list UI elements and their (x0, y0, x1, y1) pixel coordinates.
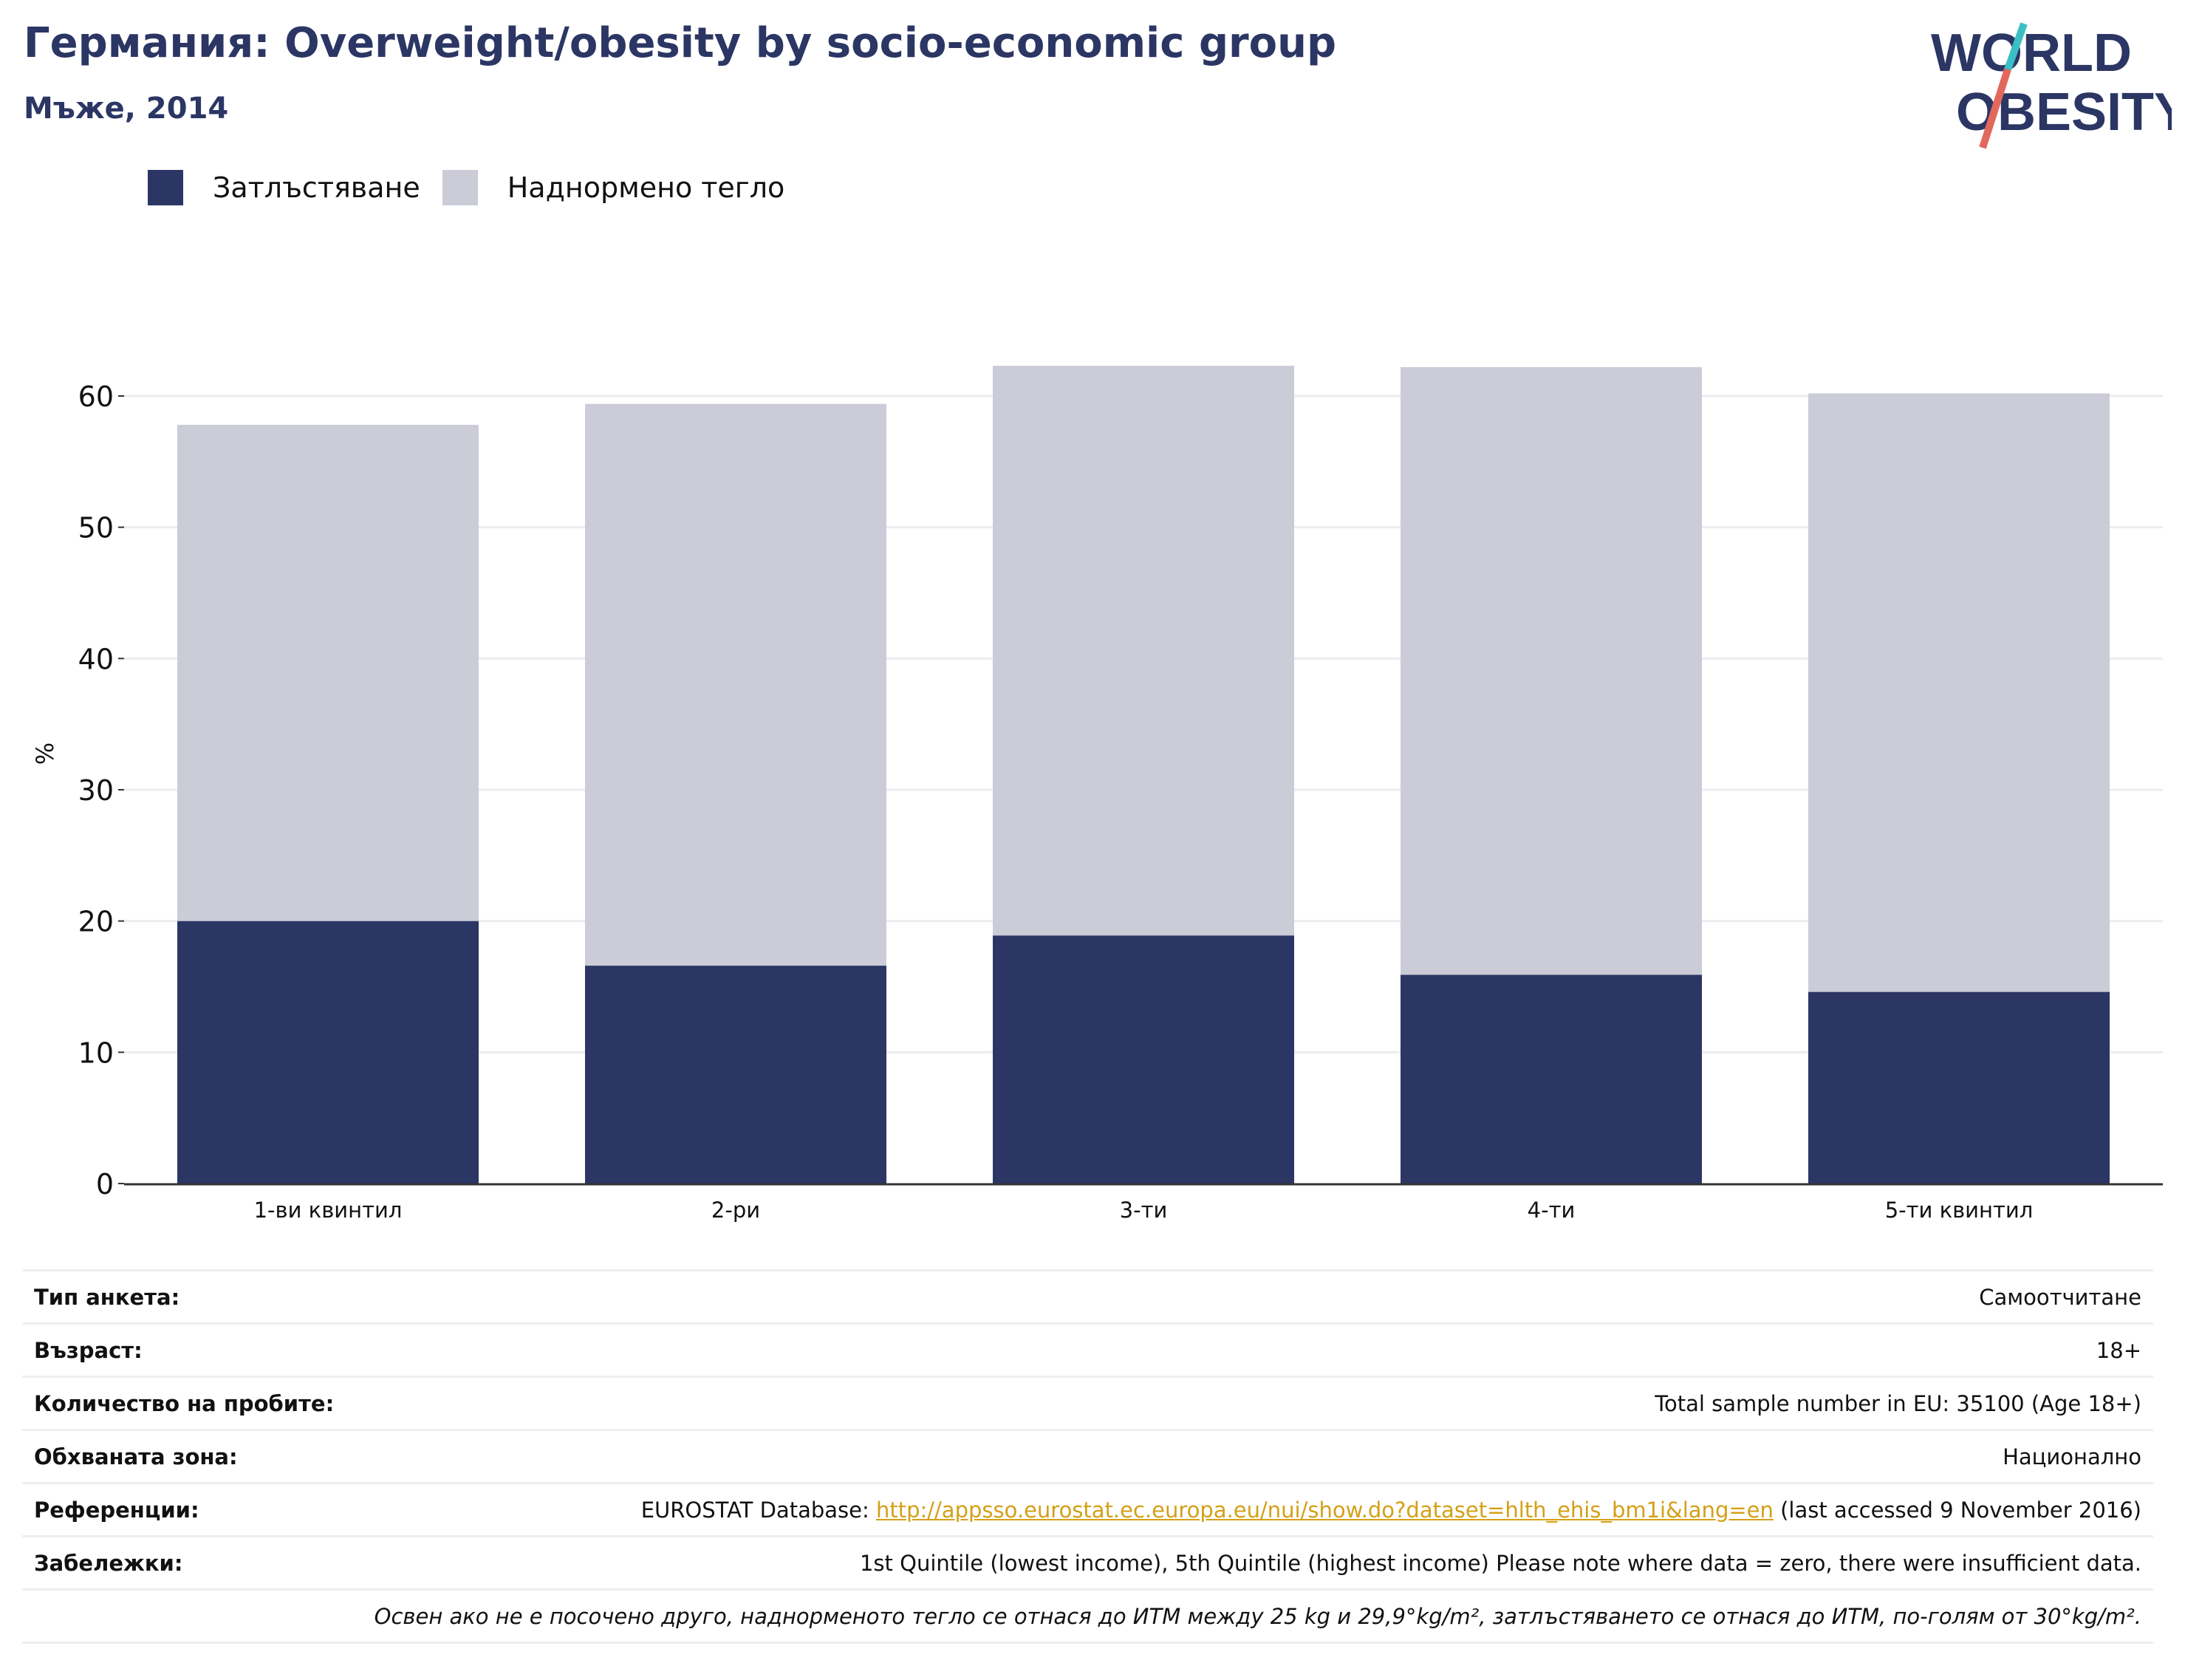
x-tick-label: 4-ти (1528, 1198, 1576, 1223)
chart-legend: Затлъстяване Наднормено тегло (148, 170, 804, 205)
info-key: Забележки: (34, 1550, 183, 1576)
info-row-footnote: Освен ако не е посочено друго, наднормен… (22, 1591, 2153, 1644)
logo-stroke-teal (2004, 22, 2028, 71)
info-row-sample-size: Количество на пробите: Total sample numb… (22, 1378, 2153, 1431)
legend-label-overweight: Наднормено тегло (507, 171, 785, 204)
x-tick-label: 5-ти квинтил (1885, 1198, 2034, 1223)
info-row-notes: Забележки: 1st Quintile (lowest income),… (22, 1537, 2153, 1591)
logo-line1: WORLD (1931, 24, 2132, 83)
y-tick-label: 50 (78, 512, 114, 544)
reference-suffix: (last accessed 9 November 2016) (1773, 1497, 2141, 1523)
info-value: Национално (2003, 1444, 2141, 1469)
info-key: Референции: (34, 1497, 199, 1523)
bar-overweight (1808, 393, 2110, 992)
info-row-references: Референции: EUROSTAT Database: http://ap… (22, 1484, 2153, 1537)
x-tick-label: 2-ри (711, 1198, 760, 1223)
bar-obesity (1401, 974, 1702, 1184)
legend-label-obesity: Затлъстяване (213, 171, 420, 204)
info-key: Възраст: (34, 1337, 143, 1363)
info-value: 18+ (2096, 1337, 2141, 1363)
info-table: Тип анкета: Самоотчитане Възраст: 18+ Ко… (22, 1269, 2153, 1644)
info-row-age: Възраст: 18+ (22, 1325, 2153, 1378)
info-key: Количество на пробите: (34, 1390, 335, 1416)
reference-prefix: EUROSTAT Database: (640, 1497, 876, 1523)
bar-overweight (585, 403, 886, 966)
y-tick-label: 10 (78, 1037, 114, 1069)
info-value: 1st Quintile (lowest income), 5th Quinti… (859, 1550, 2141, 1576)
reference-link[interactable]: http://appsso.eurostat.ec.europa.eu/nui/… (875, 1497, 1774, 1523)
chart-subtitle: Мъже, 2014 (24, 92, 229, 126)
bar-obesity (1808, 991, 2110, 1184)
y-tick-label: 20 (78, 906, 114, 938)
y-tick-label: 0 (96, 1168, 114, 1201)
x-tick-label: 3-ти (1120, 1198, 1168, 1223)
info-key: Тип анкета: (34, 1284, 180, 1310)
bar-obesity (177, 921, 479, 1184)
bar-obesity (585, 966, 886, 1184)
logo-stroke-red (1979, 68, 2011, 149)
bar-overweight (993, 366, 1294, 936)
footnote-text: Освен ако не е посочено друго, наднормен… (374, 1603, 2141, 1629)
info-row-survey-type: Тип анкета: Самоотчитане (22, 1271, 2153, 1325)
bar-obesity (993, 935, 1294, 1184)
x-tick-label: 1-ви квинтил (254, 1198, 403, 1223)
bar-overweight (1401, 366, 1702, 975)
info-row-area: Обхваната зона: Национално (22, 1431, 2153, 1484)
bar-overweight (177, 425, 479, 921)
info-value: EUROSTAT Database: http://appsso.eurosta… (641, 1498, 2141, 1523)
stacked-bar-chart: 0 10 20 30 40 50 60% 1-ви квинтил 2-ри 3-ти 4-ти 5-… (31, 366, 2163, 1223)
y-tick-label: 40 (78, 643, 114, 675)
info-key: Обхваната зона: (34, 1444, 238, 1469)
chart-title: Германия: Overweight/obesity by socio-ec… (24, 19, 1337, 67)
y-tick-label: 60 (78, 380, 114, 413)
legend-swatch-overweight (442, 170, 478, 205)
y-axis-label: % (31, 742, 59, 765)
world-obesity-logo: WORLD OBESITY (1931, 22, 2172, 149)
y-tick-label: 30 (78, 774, 114, 807)
info-value: Самоотчитане (1979, 1284, 2141, 1310)
info-value: Total sample number in EU: 35100 (Age 18… (1655, 1390, 2141, 1416)
legend-swatch-obesity (148, 170, 183, 205)
